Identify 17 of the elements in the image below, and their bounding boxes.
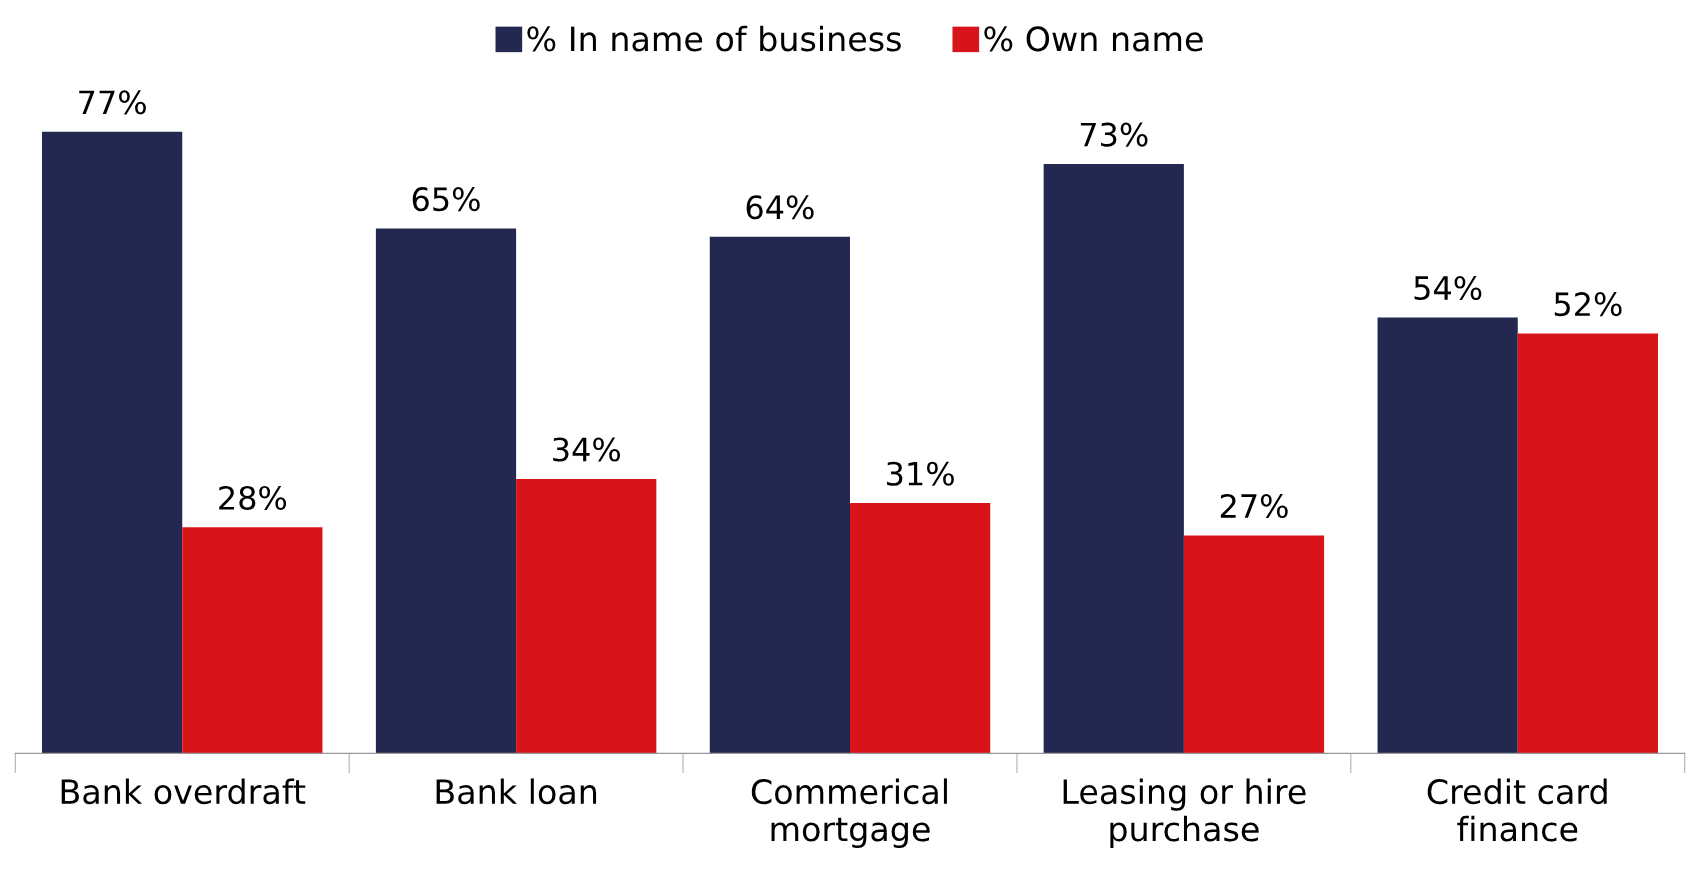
x-tick-label: Leasing or hire purchase [1063, 778, 1306, 849]
x-tick-label: Credit card finance [1427, 778, 1607, 842]
data-label: 52% [1554, 292, 1622, 317]
data-label: 64% [746, 195, 814, 220]
data-label: 73% [1080, 122, 1148, 147]
data-label: 27% [1220, 493, 1288, 519]
x-tick-label: Commerical mortgage [751, 778, 947, 849]
data-label: 34% [553, 437, 620, 462]
legend-label: % Own name [984, 26, 1203, 52]
data-label: 65% [412, 187, 480, 212]
data-label: 77% [79, 90, 146, 115]
legend-label: % In name of business [527, 25, 901, 52]
data-label: 31% [887, 461, 954, 486]
x-tick-label: Bank loan [436, 778, 597, 805]
data-label: 54% [1414, 275, 1482, 301]
x-tick-label: Bank overdraft [61, 778, 306, 805]
data-label: 28% [219, 485, 287, 511]
